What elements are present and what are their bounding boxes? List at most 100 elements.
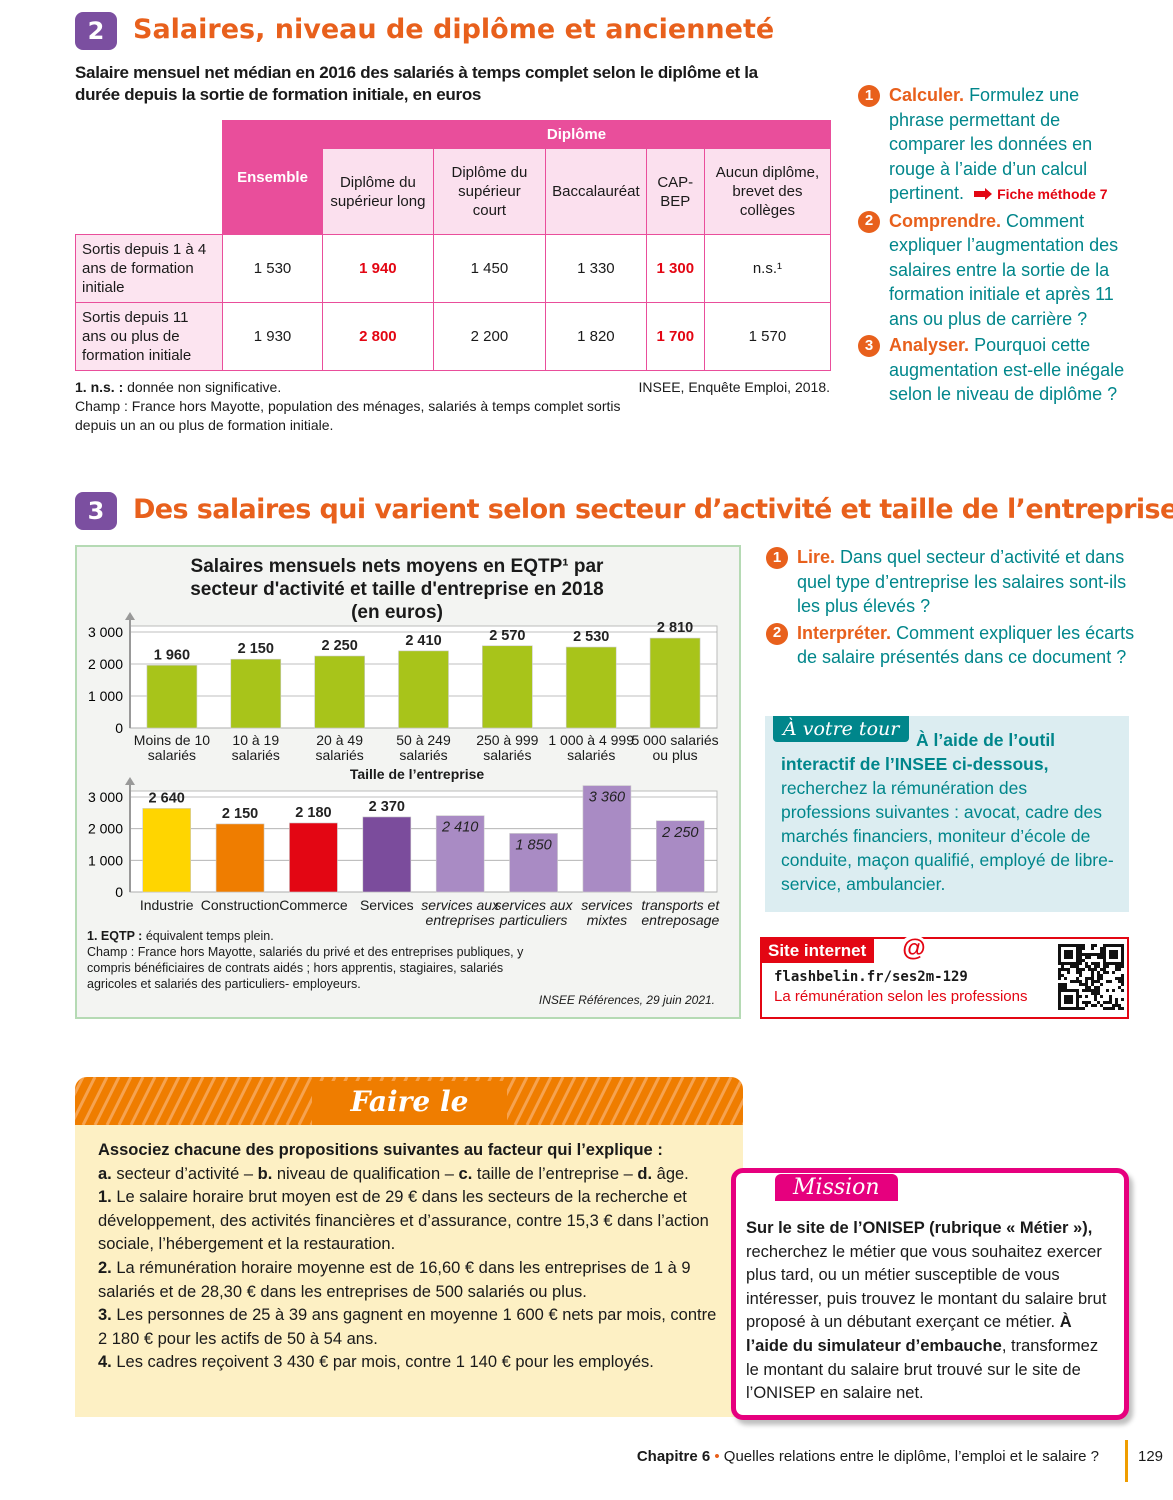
qr-cell <box>1085 953 1088 956</box>
method-link[interactable]: Fiche méthode 7 <box>997 186 1108 202</box>
qr-cell <box>1097 980 1100 983</box>
arrow-icon <box>974 188 993 201</box>
stripe <box>609 1077 637 1125</box>
cell: 1 940 <box>322 234 434 303</box>
page-number: 129 <box>1138 1448 1164 1465</box>
bilan-title: Faire le bilan <box>312 1081 507 1125</box>
qr-cell <box>1109 956 1112 959</box>
qr-cell <box>1106 980 1109 983</box>
qr-cell <box>1070 980 1073 983</box>
qr-cell <box>1103 950 1106 953</box>
question-number: 2 <box>766 622 788 645</box>
value-label: 1 850 <box>515 837 551 853</box>
stripe <box>597 1077 625 1125</box>
qr-cell <box>1109 962 1112 965</box>
qr-cell <box>1121 980 1124 983</box>
stripe <box>105 1077 133 1125</box>
chapter-title: Quelles relations entre le diplôme, l’em… <box>723 1448 1099 1465</box>
qr-cell <box>1112 962 1115 965</box>
bar <box>649 637 701 729</box>
text-segment: À l’aide du simulateur d’embauche <box>746 1313 1072 1355</box>
qr-cell <box>1070 965 1073 968</box>
group-header: Diplôme <box>322 120 831 149</box>
text-segment: Sur le site de l’ONISEP (rubrique « Méti… <box>746 1219 1093 1237</box>
value-label: 2 640 <box>149 790 185 806</box>
qr-code[interactable] <box>1058 944 1124 1010</box>
qr-cell <box>1115 944 1118 947</box>
stripe <box>513 1077 541 1125</box>
stripe <box>213 1077 241 1125</box>
x-tick-label: Moins de 10 salariés <box>133 732 211 763</box>
qr-cell <box>1067 944 1070 947</box>
value-label: 2 530 <box>573 629 609 645</box>
qr-cell <box>1097 986 1100 989</box>
stripe <box>657 1077 685 1125</box>
qr-cell <box>1079 1007 1082 1010</box>
x-tick-label: services aux entreprises <box>421 897 500 928</box>
qr-cell <box>1100 1004 1103 1007</box>
qr-cell <box>1070 950 1073 953</box>
qr-cell <box>1112 950 1115 953</box>
x-tick-label: Construction <box>200 897 280 913</box>
y-tick-label: 3 000 <box>88 789 123 805</box>
site-url[interactable]: flashbelin.fr/ses2m-129 <box>774 969 968 985</box>
qr-cell <box>1079 947 1082 950</box>
bar <box>582 785 632 893</box>
question-text: Comprendre. Comment expliquer l’augmenta… <box>889 209 1133 332</box>
item-text: Le salaire horaire brut moyen est de 29 … <box>98 1188 709 1254</box>
qr-cell <box>1067 998 1070 1001</box>
mission-title: Mission <box>775 1174 898 1201</box>
cell: 1 300 <box>645 234 705 303</box>
qr-cell <box>1100 953 1103 956</box>
qr-cell <box>1085 980 1088 983</box>
qr-cell <box>1070 953 1073 956</box>
qr-cell <box>1121 974 1124 977</box>
footer-rule <box>1125 1440 1128 1482</box>
header-cell: Diplôme du supérieur court <box>432 148 547 235</box>
qr-cell <box>1058 968 1061 971</box>
option-label: c. <box>458 1164 473 1183</box>
section-title: Salaires, niveau de diplôme et anciennet… <box>133 14 775 45</box>
cell: 2 200 <box>432 302 547 371</box>
qr-cell <box>1100 968 1103 971</box>
qr-cell <box>1115 968 1118 971</box>
qr-cell <box>1064 1001 1067 1004</box>
stripe <box>93 1077 121 1125</box>
qr-cell <box>1079 980 1082 983</box>
question: 1 Calculer. Formulez une phrase permettan… <box>858 83 1133 207</box>
qr-cell <box>1061 968 1064 971</box>
stripe <box>561 1077 589 1125</box>
qr-cell <box>1085 1004 1088 1007</box>
qr-cell <box>1085 965 1088 968</box>
qr-cell <box>1103 962 1106 965</box>
qr-cell <box>1088 965 1091 968</box>
qr-cell <box>1088 989 1091 992</box>
question: 2 Interpréter. Comment expliquer les écar… <box>766 621 1136 670</box>
axis-arrow <box>125 777 135 785</box>
qr-cell <box>1088 977 1091 980</box>
qr-cell <box>1064 968 1067 971</box>
qr-cell <box>1073 965 1076 968</box>
qr-cell <box>1070 995 1073 998</box>
qr-cell <box>1091 977 1094 980</box>
x-tick-label: services mixtes <box>581 897 633 928</box>
subtitle: Salaire mensuel net médian en 2016 des s… <box>75 63 758 104</box>
qr-cell <box>1118 968 1121 971</box>
qr-cell <box>1064 962 1067 965</box>
y-tick-label: 1 000 <box>88 688 123 704</box>
qr-cell <box>1097 956 1100 959</box>
cell: 1 700 <box>645 302 705 371</box>
qr-cell <box>1067 1007 1070 1010</box>
qr-cell <box>1085 983 1088 986</box>
stripe <box>549 1077 577 1125</box>
chart-box: Salaires mensuels nets moyens en EQTP¹ p… <box>75 545 741 1019</box>
tour-label: À votre tour <box>773 716 910 742</box>
bar <box>314 655 365 729</box>
qr-cell <box>1121 998 1124 1001</box>
x-tick-label: 250 à 999 salariés <box>476 732 539 763</box>
qr-cell <box>1058 992 1061 995</box>
axis-arrow <box>125 612 135 620</box>
qr-cell <box>1112 956 1115 959</box>
qr-cell <box>1082 1001 1085 1004</box>
